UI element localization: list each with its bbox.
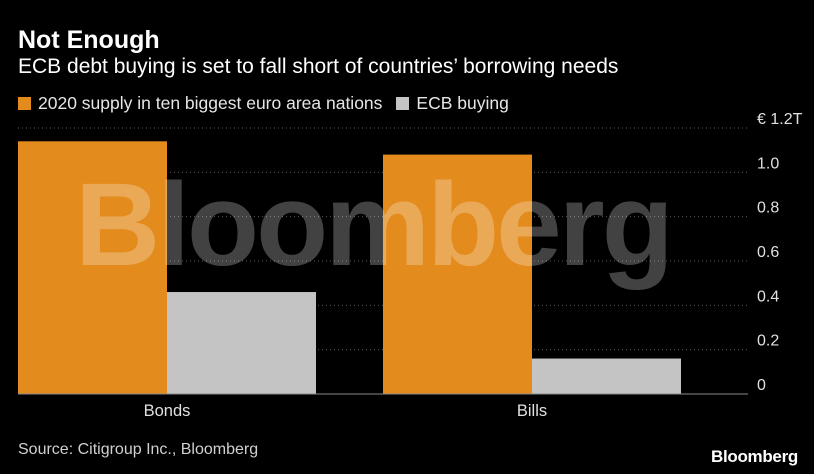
chart-title: Not Enough xyxy=(18,26,160,54)
y-tick-label: 0 xyxy=(757,377,766,394)
legend-swatch-ecb xyxy=(396,97,410,110)
bloomberg-logo: Bloomberg xyxy=(710,447,798,466)
source-note: Source: Citigroup Inc., Bloomberg xyxy=(18,441,259,458)
legend-item-ecb: ECB buying xyxy=(396,93,509,114)
bar-supply-bonds xyxy=(18,141,167,394)
bar-supply-bills xyxy=(383,154,532,394)
x-tick-label: Bills xyxy=(517,402,547,420)
legend-label-supply: 2020 supply in ten biggest euro area nat… xyxy=(38,93,383,113)
legend-label-ecb: ECB buying xyxy=(416,93,509,113)
y-tick-label: € 1.2T xyxy=(757,111,803,128)
bar-ecb-bonds xyxy=(167,292,316,394)
bar-ecb-bills xyxy=(532,358,681,394)
y-tick-label: 0.4 xyxy=(757,288,779,305)
y-tick-label: 0.2 xyxy=(757,333,779,350)
y-tick-label: 0.6 xyxy=(757,244,779,261)
legend: 2020 supply in ten biggest euro area nat… xyxy=(18,93,523,114)
y-tick-label: 1.0 xyxy=(757,155,779,172)
y-tick-label: 0.8 xyxy=(757,200,779,217)
x-tick-label: Bonds xyxy=(144,402,191,420)
chart-subtitle: ECB debt buying is set to fall short of … xyxy=(18,55,619,78)
legend-swatch-supply xyxy=(18,97,31,110)
legend-item-supply: 2020 supply in ten biggest euro area nat… xyxy=(18,93,382,114)
